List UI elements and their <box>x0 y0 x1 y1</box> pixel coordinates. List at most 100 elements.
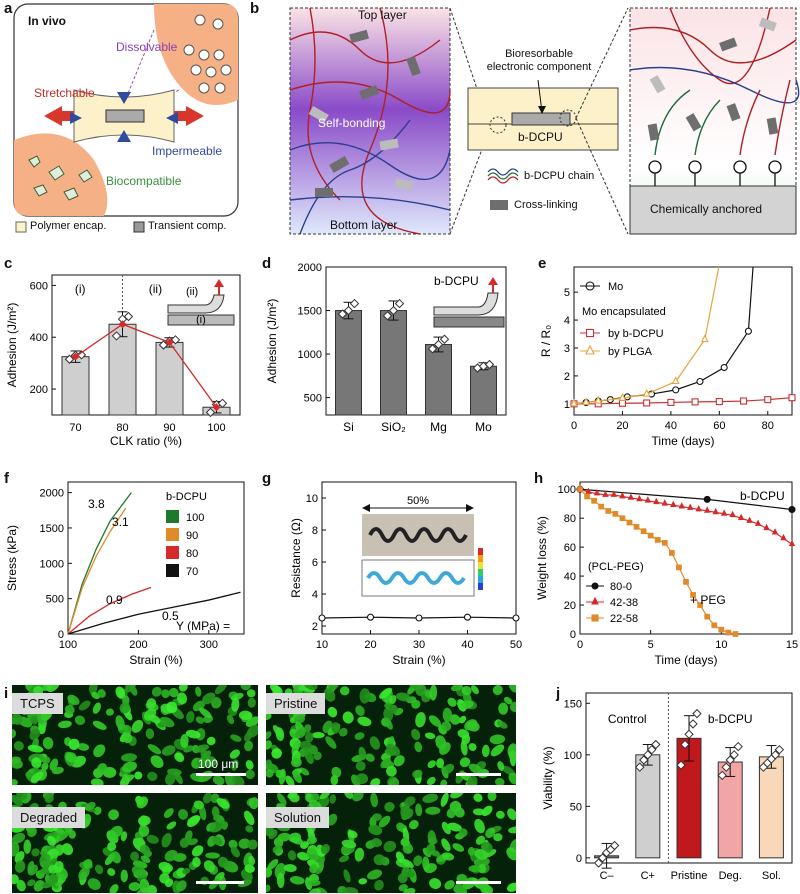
cell-nucleus <box>359 688 371 704</box>
cell-nucleus <box>365 753 375 762</box>
cell-nucleus <box>304 731 314 743</box>
cell-nucleus <box>131 719 144 733</box>
cell-nucleus <box>429 878 442 889</box>
x-tick-label: Mo <box>475 420 492 434</box>
cell-nucleus <box>12 874 19 885</box>
x-tick-label: 10 <box>316 639 328 651</box>
x-tick-label: 30 <box>413 639 425 651</box>
cell-nucleus <box>247 839 258 850</box>
cell-nucleus <box>450 793 465 799</box>
inset-film <box>167 294 225 314</box>
cell-nucleus <box>379 687 393 699</box>
cell-nucleus <box>165 772 176 785</box>
cell-nucleus <box>460 740 468 756</box>
cell-nucleus <box>161 833 172 848</box>
y-tick-label: 10 <box>306 493 318 505</box>
cell-nucleus <box>295 728 306 739</box>
cell-nucleus <box>266 867 273 878</box>
bar <box>155 341 184 416</box>
cell-nucleus <box>187 838 198 846</box>
group-label: Control <box>608 712 647 726</box>
cell-nucleus <box>496 720 508 729</box>
cell-nucleus <box>12 841 20 857</box>
data-point <box>697 602 703 608</box>
cell-nucleus <box>354 732 365 740</box>
data-point <box>653 497 660 505</box>
data-point <box>704 613 711 620</box>
cell-nucleus <box>244 864 255 873</box>
cell-nucleus <box>151 686 162 697</box>
y-tick-label: 2 <box>312 621 318 633</box>
data-point <box>570 398 578 407</box>
data-point <box>704 506 711 513</box>
legend-swatch <box>166 564 179 577</box>
cell-nucleus <box>492 685 503 696</box>
cell-nucleus <box>290 836 303 845</box>
cell-nucleus <box>415 711 426 728</box>
x-tick-label: 100 <box>207 422 225 434</box>
cell-nucleus <box>67 694 80 705</box>
y-tick-label: 2000 <box>298 262 322 274</box>
data-point <box>636 494 643 502</box>
cell-nucleus <box>509 701 516 713</box>
cell-nucleus <box>299 740 312 751</box>
cell-nucleus <box>27 864 39 876</box>
scale-bar <box>196 881 244 884</box>
cell-nucleus <box>311 732 325 739</box>
data-point <box>696 377 704 386</box>
cell-nucleus <box>447 697 457 707</box>
data-point <box>729 510 736 518</box>
x-tick-label: 5 <box>648 639 654 651</box>
series-line <box>67 591 241 635</box>
data-point <box>744 327 752 335</box>
cell-nucleus <box>205 852 220 859</box>
cell-nucleus <box>299 767 310 776</box>
cell-nucleus <box>230 734 242 742</box>
cell-nucleus <box>231 759 239 771</box>
cell-nucleus <box>42 756 51 764</box>
bar <box>758 756 784 859</box>
panel-j-label: j <box>556 685 561 702</box>
cell-nucleus <box>204 756 217 768</box>
color-scale <box>478 548 483 555</box>
data-point <box>746 516 753 523</box>
cell-nucleus <box>244 740 254 752</box>
cell-nucleus <box>341 839 357 849</box>
cell-nucleus <box>425 806 441 815</box>
cell-nucleus <box>238 710 253 721</box>
micro-tcps-label: TCPS <box>12 693 63 714</box>
cell-nucleus <box>12 729 17 739</box>
cell-nucleus <box>443 763 455 774</box>
data-point <box>598 503 605 510</box>
data-point <box>597 853 608 863</box>
cell-nucleus <box>178 685 188 692</box>
cell-nucleus <box>74 715 86 725</box>
cell-nucleus <box>92 702 101 714</box>
panel-b-bdcpu: b-DCPU <box>518 130 563 144</box>
y-axis-label: Adhesion (J/m²) <box>265 299 279 384</box>
data-point <box>388 305 399 316</box>
stretch-label: 50% <box>407 495 429 507</box>
data-point <box>612 510 619 517</box>
cell-nucleus <box>430 850 440 857</box>
cell-nucleus <box>508 772 516 785</box>
mean-marker <box>118 320 127 329</box>
cell-nucleus <box>374 879 384 891</box>
cell-nucleus <box>23 839 32 854</box>
y-tick-label: 0 <box>58 629 64 641</box>
panel-a-schematic <box>13 3 239 233</box>
legend-label: 80 <box>186 548 198 560</box>
x-axis-label: CLK ratio (%) <box>110 434 182 448</box>
cell-nucleus <box>355 773 369 785</box>
scale-bar <box>196 773 246 776</box>
cell-nucleus <box>384 717 393 730</box>
data-point <box>729 750 739 760</box>
cell-nucleus <box>27 879 36 887</box>
cell-nucleus <box>266 712 272 721</box>
y-axis-label: R / R₀ <box>539 325 553 357</box>
cell-nucleus <box>161 689 170 699</box>
cell-nucleus <box>130 851 140 862</box>
cell-nucleus <box>401 858 414 869</box>
data-point <box>585 344 595 355</box>
cell-nucleus <box>440 793 449 807</box>
